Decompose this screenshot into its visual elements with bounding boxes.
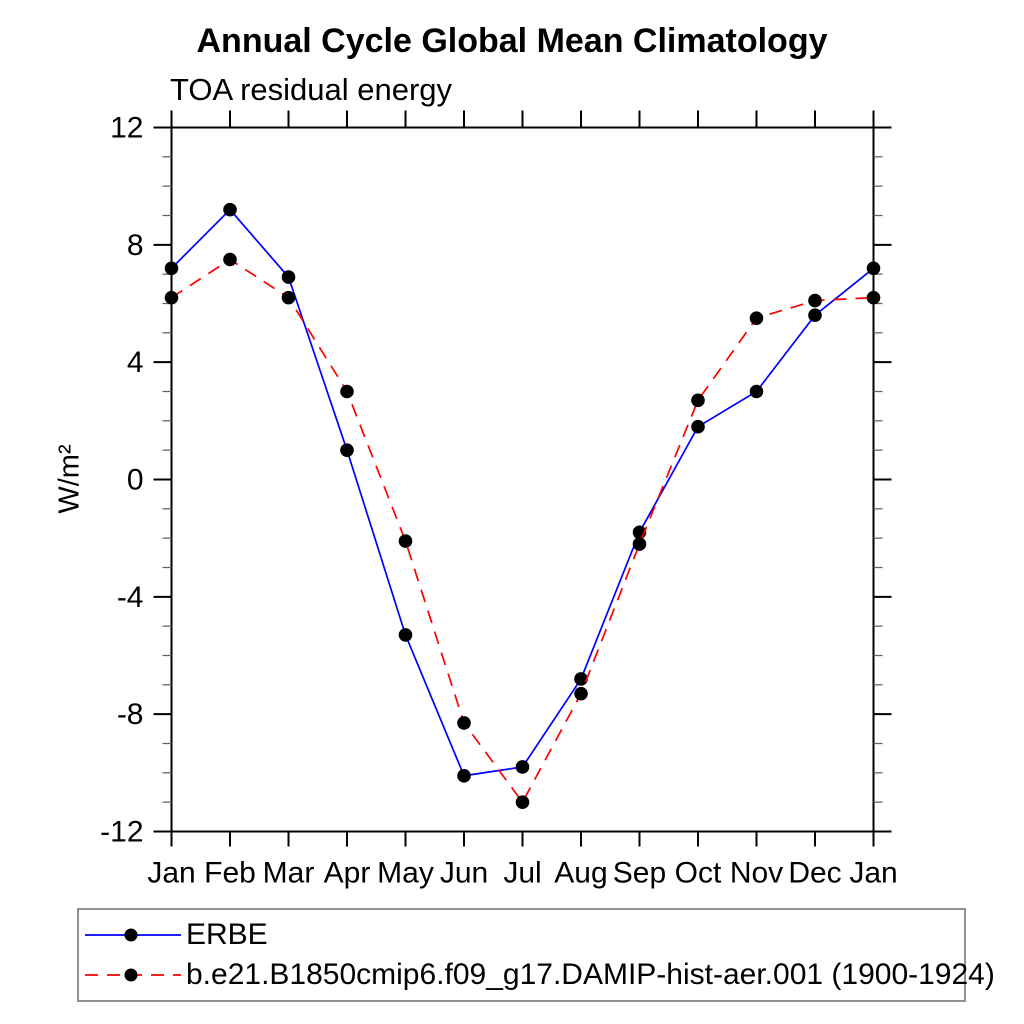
data-point-marker <box>749 311 764 325</box>
data-point-marker <box>574 686 588 701</box>
x-tick-label: Mar <box>263 857 315 890</box>
data-point-marker <box>515 760 530 774</box>
data-point-marker <box>749 384 764 399</box>
data-point-marker <box>340 443 354 457</box>
y-tick-label: -8 <box>117 698 144 731</box>
y-tick-label: 4 <box>127 346 144 379</box>
legend-rows: ERBE b.e21.B1850cmip6.f09_g17.DAMIP-hist-… <box>83 915 995 995</box>
data-point-marker <box>398 534 413 548</box>
data-point-marker <box>281 270 296 284</box>
data-point-marker <box>457 716 471 730</box>
legend-label: b.e21.B1850cmip6.f09_g17.DAMIP-hist-aer.… <box>186 958 995 991</box>
x-tick-label: Feb <box>204 857 256 890</box>
data-point-marker <box>164 290 179 305</box>
x-tick-label: Jan <box>147 857 195 890</box>
data-point-marker <box>632 537 647 551</box>
legend-item: ERBE <box>83 915 964 955</box>
series-line <box>170 208 875 777</box>
y-tick-label: -4 <box>117 581 144 614</box>
data-point-marker <box>866 261 881 276</box>
y-tick-label: -12 <box>100 816 143 849</box>
data-point-marker <box>691 393 705 408</box>
x-tick-label: Sep <box>613 857 666 890</box>
legend-marker-dot <box>124 968 138 982</box>
x-tick-label: Dec <box>788 857 841 890</box>
x-tick-label: Oct <box>675 857 722 890</box>
legend-marker-dot <box>124 928 138 942</box>
y-tick-label: 8 <box>127 229 144 262</box>
data-point-marker <box>515 795 530 809</box>
legend-swatch <box>85 928 181 942</box>
data-point-marker <box>574 672 588 686</box>
chart-subtitle: TOA residual energy <box>170 72 453 107</box>
plot-frame <box>170 126 875 833</box>
y-tick-label: 12 <box>110 112 143 145</box>
chart-title: Annual Cycle Global Mean Climatology <box>196 22 828 60</box>
x-tick-label: Jan <box>849 857 897 890</box>
x-tick-label: May <box>377 857 434 890</box>
x-tick-label: Apr <box>324 857 371 890</box>
data-point-marker <box>223 202 237 217</box>
data-point-marker <box>457 768 471 783</box>
x-tick-label: Jun <box>440 857 488 890</box>
legend-box: ERBE b.e21.B1850cmip6.f09_g17.DAMIP-hist-… <box>77 908 995 1002</box>
x-tick-label: Aug <box>554 857 607 890</box>
data-point-marker <box>398 628 413 642</box>
legend-item: b.e21.B1850cmip6.f09_g17.DAMIP-hist-aer.… <box>83 955 995 995</box>
data-point-marker <box>691 419 705 434</box>
x-tick-label: Nov <box>730 857 783 890</box>
data-point-marker <box>808 293 822 308</box>
series-line <box>171 258 874 804</box>
legend-swatch <box>85 968 181 982</box>
legend-label: ERBE <box>186 918 268 951</box>
data-point-marker <box>866 290 881 305</box>
x-tick-label: Jul <box>503 857 541 890</box>
data-point-marker <box>223 252 237 267</box>
data-point-marker <box>281 290 296 305</box>
data-point-marker <box>340 384 354 399</box>
data-point-marker <box>164 261 179 276</box>
y-tick-label: 0 <box>127 464 144 497</box>
data-point-marker <box>808 308 822 323</box>
